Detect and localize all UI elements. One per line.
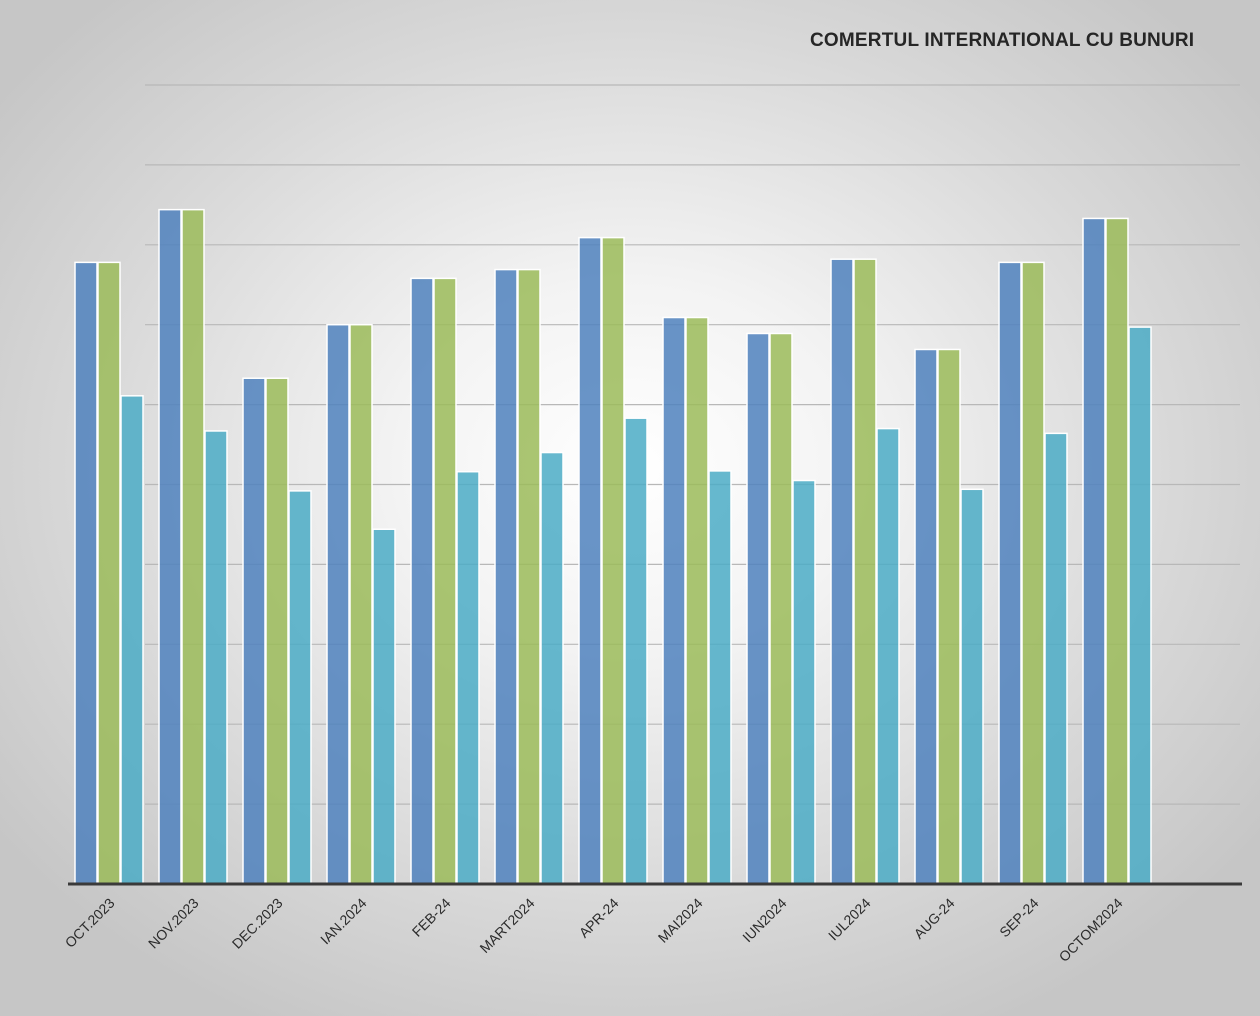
bar-series-3 bbox=[456, 470, 480, 885]
x-tick-label: IUN2024 bbox=[739, 895, 790, 946]
x-tick-labels: OCT.2023 NOV.2023 DEC.2023 IAN.2024 FEB-24 MA… bbox=[62, 895, 1126, 965]
bar-series-1 bbox=[242, 377, 266, 885]
bar-series-3 bbox=[288, 490, 312, 885]
x-tick-label: IAN.2024 bbox=[317, 895, 370, 948]
bar-series-1 bbox=[662, 316, 686, 885]
bar-series-2 bbox=[181, 208, 205, 885]
bar-series-1 bbox=[1082, 217, 1106, 885]
x-tick-label: APR-24 bbox=[576, 895, 622, 941]
bar-series-2 bbox=[853, 258, 877, 885]
bar-series-2 bbox=[97, 261, 121, 885]
bar-series-2 bbox=[937, 348, 961, 885]
bar-series-2 bbox=[601, 236, 625, 885]
bar-series-3 bbox=[1044, 432, 1068, 885]
bar-series-1 bbox=[746, 332, 770, 885]
x-tick-label: MAI2024 bbox=[655, 895, 706, 946]
x-tick-label: DEC.2023 bbox=[229, 895, 286, 952]
x-tick-label: SEP-24 bbox=[996, 895, 1042, 941]
bars bbox=[74, 208, 1152, 885]
bar-series-1 bbox=[998, 261, 1022, 885]
bar-series-3 bbox=[624, 417, 648, 885]
x-tick-label: OCTOM2024 bbox=[1056, 895, 1126, 965]
bar-series-1 bbox=[914, 348, 938, 885]
x-tick-label: NOV.2023 bbox=[145, 895, 202, 952]
bar-series-2 bbox=[769, 332, 793, 885]
x-tick-label: IUL2024 bbox=[825, 895, 874, 944]
x-tick-label: MART2024 bbox=[476, 895, 537, 956]
bar-series-2 bbox=[433, 277, 457, 885]
bar-series-3 bbox=[120, 395, 144, 885]
bar-series-2 bbox=[1105, 217, 1129, 885]
chart-title: COMERTUL INTERNATIONAL CU BUNURI bbox=[810, 30, 1195, 51]
bar-series-3 bbox=[708, 470, 732, 885]
bar-series-2 bbox=[685, 316, 709, 885]
bar-series-1 bbox=[578, 236, 602, 885]
bar-series-1 bbox=[494, 268, 518, 885]
bar-series-2 bbox=[517, 268, 541, 885]
bar-series-3 bbox=[540, 451, 564, 885]
x-tick-label: OCT.2023 bbox=[62, 895, 118, 951]
bar-series-3 bbox=[960, 488, 984, 885]
bar-series-1 bbox=[326, 323, 350, 885]
bar-series-3 bbox=[792, 479, 816, 885]
bar-series-3 bbox=[876, 427, 900, 885]
bar-series-1 bbox=[410, 277, 434, 885]
bar-series-2 bbox=[349, 323, 373, 885]
bar-series-1 bbox=[830, 258, 854, 885]
x-tick-label: AUG-24 bbox=[911, 895, 958, 942]
bar-series-1 bbox=[158, 208, 182, 885]
bar-series-1 bbox=[74, 261, 98, 885]
x-tick-label: FEB-24 bbox=[409, 895, 454, 940]
bar-series-2 bbox=[265, 377, 289, 885]
bar-series-3 bbox=[372, 528, 396, 885]
bar-series-3 bbox=[1128, 326, 1152, 885]
bar-series-2 bbox=[1021, 261, 1045, 885]
bar-series-3 bbox=[204, 430, 228, 885]
